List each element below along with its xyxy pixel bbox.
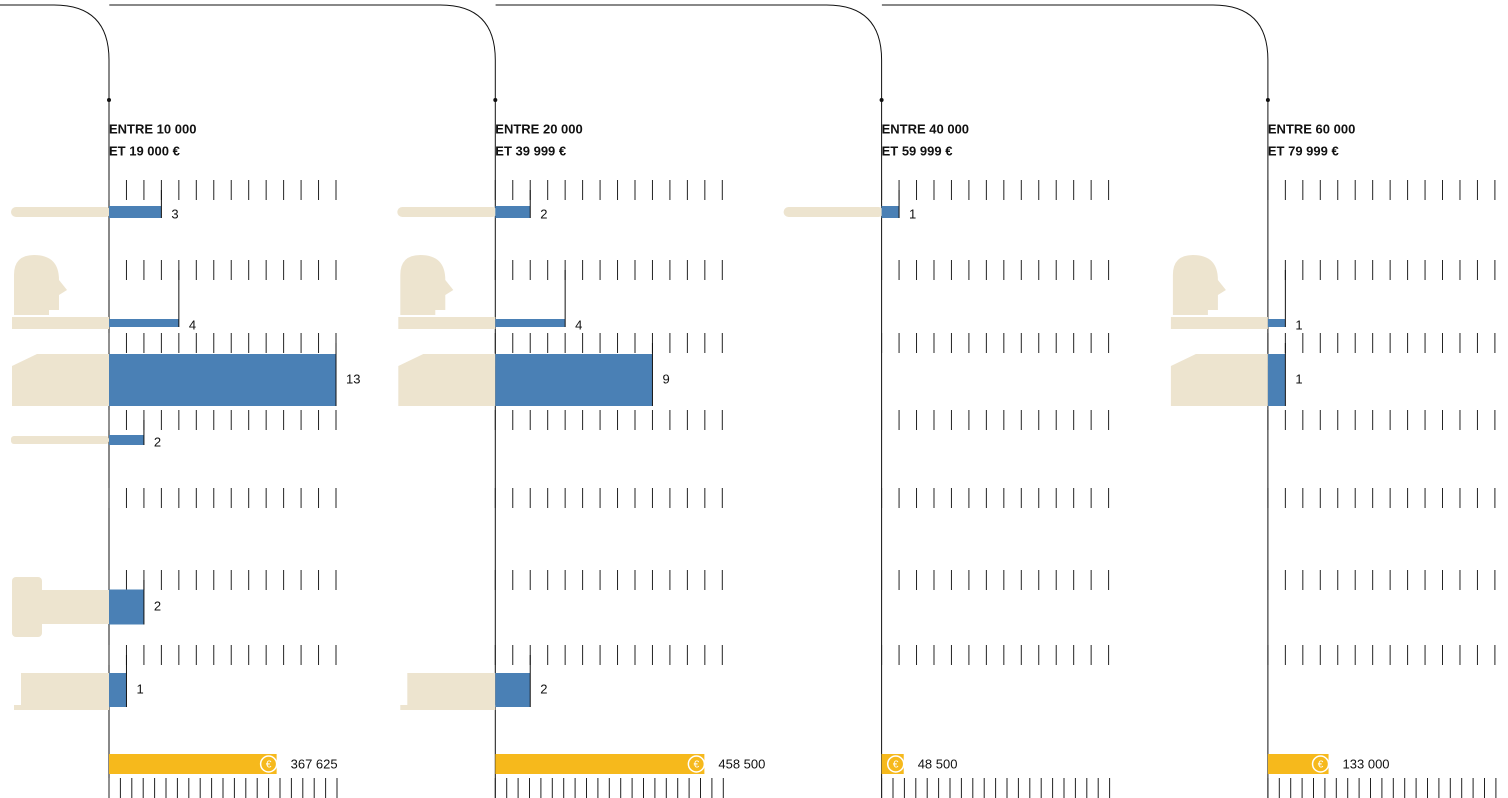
category-icon <box>1172 255 1226 315</box>
value-label: 2 <box>540 681 547 696</box>
value-label: 2 <box>540 206 547 221</box>
value-label: 1 <box>909 206 916 221</box>
bar <box>495 673 531 707</box>
total-label: 48 500 <box>918 756 958 771</box>
bar <box>495 206 531 218</box>
total-bar <box>109 754 277 774</box>
bar <box>881 206 900 218</box>
category-icon <box>400 255 454 315</box>
coin <box>1311 755 1330 773</box>
category-icon <box>407 673 496 707</box>
category-icon <box>12 354 109 406</box>
value-label: 13 <box>346 371 360 386</box>
category-icon <box>397 207 498 217</box>
coin <box>886 755 905 773</box>
category-icon <box>42 590 109 624</box>
value-label: 2 <box>154 434 161 449</box>
total-label: 458 500 <box>718 756 765 771</box>
bar <box>109 673 127 707</box>
coin <box>259 755 278 773</box>
bar <box>109 319 179 327</box>
category-icon <box>21 673 109 707</box>
category-icon <box>12 577 42 637</box>
category-icon <box>400 705 496 710</box>
coin-symbol: € <box>266 760 272 771</box>
value-label: 4 <box>575 317 582 332</box>
value-label: 2 <box>154 598 161 613</box>
category-icon <box>398 317 496 329</box>
category-icon <box>1170 354 1268 406</box>
panel-subtitle: ET 39 999 € <box>495 143 566 158</box>
panel-title: ENTRE 20 000 <box>495 121 582 136</box>
category-icon <box>14 705 109 710</box>
connector <box>0 4 110 100</box>
value-label: 1 <box>136 681 143 696</box>
category-icon <box>398 354 496 406</box>
value-label: 4 <box>189 317 196 332</box>
category-icon <box>11 207 111 217</box>
panel-title: ENTRE 60 000 <box>1268 121 1355 136</box>
total-bar <box>495 754 705 774</box>
value-label: 3 <box>171 206 178 221</box>
bar <box>109 435 144 445</box>
bar <box>109 589 144 625</box>
coin <box>687 755 706 773</box>
total-label: 367 625 <box>291 756 338 771</box>
bar <box>495 354 653 406</box>
category-icon <box>11 436 109 444</box>
total-label: 133 000 <box>1343 756 1390 771</box>
bar <box>1267 319 1286 327</box>
bar <box>109 206 162 218</box>
category-icon <box>14 255 67 315</box>
bar <box>109 354 336 406</box>
connector <box>109 4 496 100</box>
coin-symbol: € <box>893 760 899 771</box>
panel-title: ENTRE 10 000 <box>109 121 196 136</box>
category-icon <box>12 317 109 329</box>
coin-symbol: € <box>694 760 700 771</box>
bar <box>1267 354 1286 406</box>
panel-subtitle: ET 79 999 € <box>1268 143 1339 158</box>
value-label: 1 <box>1295 317 1302 332</box>
connector <box>881 4 1269 100</box>
bar <box>495 319 566 327</box>
category-icon <box>1170 317 1268 329</box>
panel-title: ENTRE 40 000 <box>882 121 969 136</box>
panel-subtitle: ET 19 000 € <box>109 143 180 158</box>
connector <box>495 4 883 100</box>
value-label: 1 <box>1295 371 1302 386</box>
panel-subtitle: ET 59 999 € <box>882 143 953 158</box>
value-label: 9 <box>662 371 669 386</box>
coin-symbol: € <box>1318 760 1324 771</box>
category-icon <box>783 207 884 217</box>
